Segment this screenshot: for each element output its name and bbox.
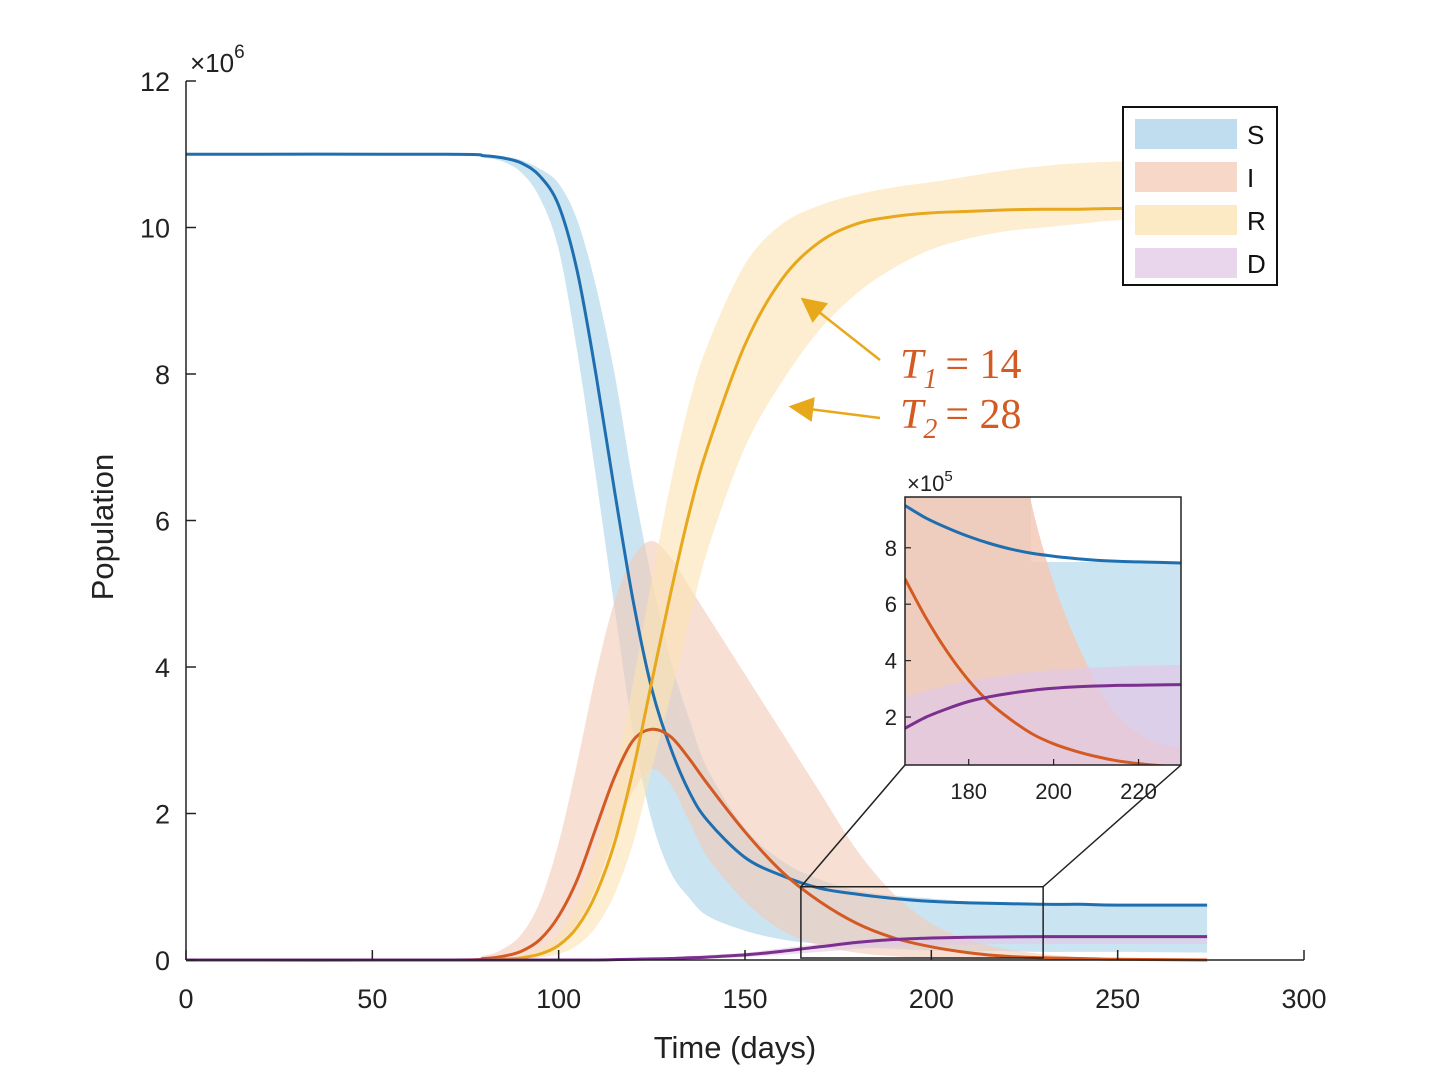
annotation-arrow [788, 397, 881, 422]
series-line-S [185, 152, 1208, 907]
zoom-box [800, 764, 1182, 959]
zoom-region-rect [800, 886, 1044, 959]
y-tick-label: 8 [155, 360, 170, 390]
y-tick-label: 6 [155, 507, 170, 537]
x-tick-label: 0 [178, 984, 193, 1014]
annotation-arrow [800, 297, 881, 361]
inset-x-tick-label: 180 [950, 779, 987, 804]
inset-plot-area [905, 497, 1181, 765]
annotation-label: T1 = 14 [900, 342, 1022, 395]
y-tick-label: 0 [155, 946, 170, 976]
inset-y-tick-label: 2 [885, 705, 897, 730]
y-exponent-power: 6 [234, 42, 245, 63]
legend-swatch-I [1135, 162, 1237, 192]
x-tick-label: 250 [1095, 984, 1140, 1014]
main-axes: 0 50 100 150 200 250 300 0 2 4 6 8 10 12 [140, 67, 1327, 1014]
series-line-I [185, 727, 1208, 962]
y-axis-label: Population [85, 454, 120, 601]
inset-series-line-D [905, 683, 1181, 730]
legend-label-D: D [1247, 249, 1266, 279]
inset-y-tick-label: 6 [885, 592, 897, 617]
x-tick-label: 150 [722, 984, 767, 1014]
inset-chart: 180 200 220 2 4 6 8 ×105 [885, 468, 1182, 804]
legend-label-I: I [1247, 163, 1254, 193]
x-axis-label: Time (days) [654, 1030, 816, 1065]
main-uncertainty-bands [186, 154, 1208, 961]
band-D [186, 935, 1208, 961]
inset-y-tick-label: 4 [885, 649, 897, 674]
x-tick-label: 100 [536, 984, 581, 1014]
inset-x-tick-label: 200 [1035, 779, 1072, 804]
y-exponent: ×106 [190, 42, 245, 78]
band-I [186, 541, 1208, 961]
zoom-connector-left [800, 764, 906, 888]
legend-swatch-S [1135, 119, 1237, 149]
legend-swatch-R [1135, 205, 1237, 235]
y-tick-label: 10 [140, 214, 170, 244]
x-tick-label: 300 [1281, 984, 1326, 1014]
inset-band-D [905, 665, 1181, 765]
inset-frame [904, 496, 1182, 766]
x-tick-label: 50 [357, 984, 387, 1014]
annotation-label: T2 = 28 [900, 392, 1022, 445]
zoom-connector-right [1042, 764, 1182, 888]
legend-swatch-D [1135, 248, 1237, 278]
inset-series-line-S [905, 504, 1181, 565]
series-line-R [186, 206, 1208, 962]
inset-clear-region [1031, 497, 1181, 562]
inset-y-exponent: ×105 [907, 468, 953, 496]
legend-label-R: R [1247, 206, 1266, 236]
y-exponent-base: ×10 [190, 48, 234, 78]
band-R [186, 160, 1208, 961]
x-tick-label: 200 [909, 984, 954, 1014]
inset-x-tick-label: 220 [1120, 779, 1157, 804]
legend-label-S: S [1247, 120, 1264, 150]
inset-y-tick-label: 8 [885, 536, 897, 561]
y-tick-label: 4 [155, 653, 170, 683]
y-tick-label: 12 [140, 67, 170, 97]
y-tick-label: 2 [155, 800, 170, 830]
inset-series-line-I [905, 578, 1171, 765]
